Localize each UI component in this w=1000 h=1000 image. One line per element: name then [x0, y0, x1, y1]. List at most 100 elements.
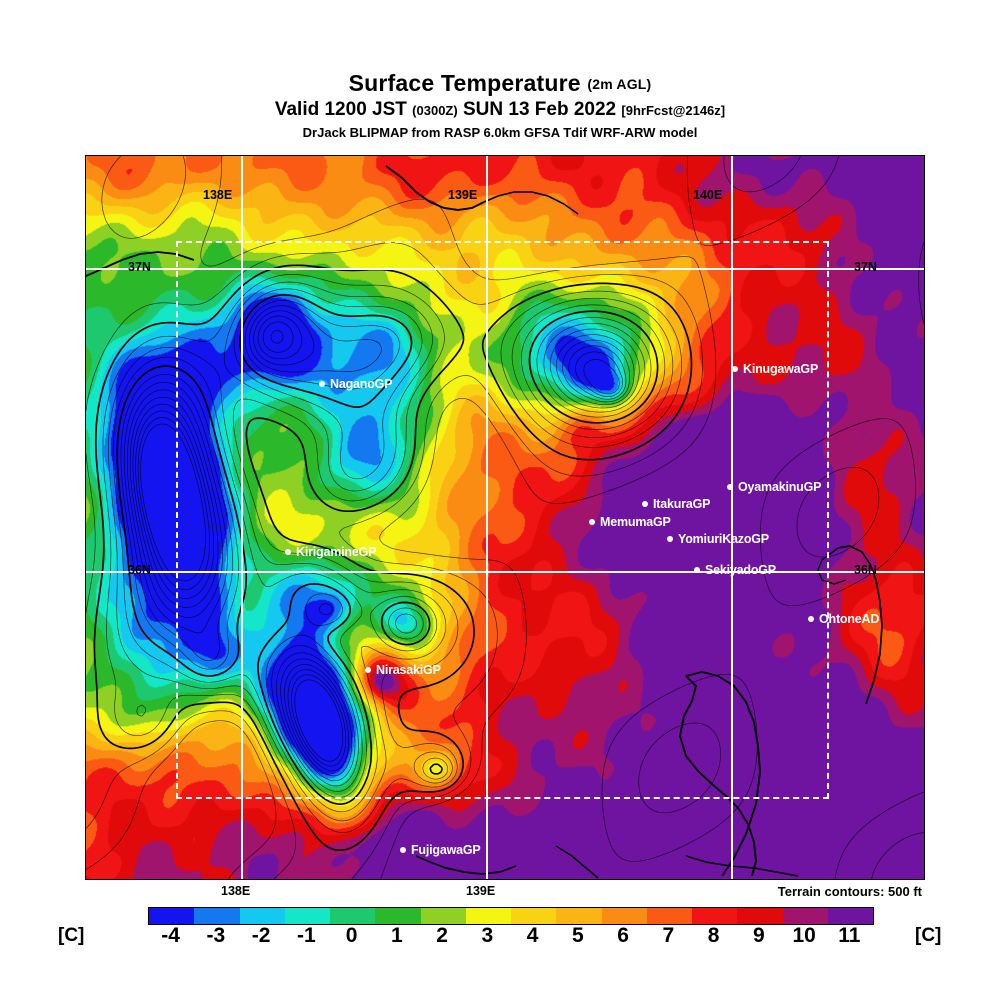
station-marker[interactable]: NirasakiGP — [365, 663, 441, 677]
coastline — [415, 855, 517, 875]
terrain-contour — [86, 156, 924, 879]
colorbar-unit-right: [C] — [915, 925, 942, 946]
terrain-contour — [102, 274, 682, 833]
model-domain-box — [176, 241, 829, 799]
colorbar-segment — [194, 908, 240, 924]
colorbar-tick: 0 — [345, 924, 358, 947]
station-marker[interactable]: OyamakinuGP — [727, 480, 821, 494]
terrain-contour — [126, 310, 640, 787]
colorbar-segment — [601, 908, 647, 924]
terrain-contour — [116, 294, 659, 805]
colorbar-tick: 5 — [572, 924, 584, 947]
station-label: SekiyadoGP — [705, 563, 776, 577]
station-dot-icon — [589, 519, 595, 525]
latitude-label-right: 36N — [854, 563, 877, 577]
valid-date: SUN 13 Feb 2022 — [462, 99, 617, 120]
station-marker[interactable]: OhtoneAD — [808, 612, 879, 626]
station-marker[interactable]: FujigawaGP — [400, 843, 481, 857]
colorbar-tick: 4 — [526, 924, 539, 947]
station-dot-icon — [365, 667, 371, 673]
colorbar-gradient — [148, 907, 874, 925]
latitude-label-left: 37N — [128, 260, 151, 274]
valid-time-utc: (0300Z) — [412, 103, 458, 118]
station-dot-icon — [319, 381, 325, 387]
station-label: KinugawaGP — [743, 362, 819, 376]
colorbar-tick: -4 — [161, 924, 180, 947]
terrain-contour-note: Terrain contours: 500 ft — [777, 884, 922, 899]
colorbar-segment — [646, 908, 692, 924]
station-label: NaganoGP — [330, 377, 393, 391]
meridian-line — [241, 156, 243, 879]
coastline — [679, 675, 757, 877]
station-dot-icon — [400, 847, 406, 853]
station-marker[interactable]: YomiuriKazoGP — [667, 532, 769, 546]
terrain-contour — [123, 305, 646, 792]
station-marker[interactable]: SekiyadoGP — [694, 563, 776, 577]
station-dot-icon — [285, 549, 291, 555]
station-dot-icon — [808, 616, 814, 622]
station-label: NirasakiGP — [376, 663, 441, 677]
colorbar-segment — [556, 908, 602, 924]
station-label: OhtoneAD — [819, 612, 880, 626]
station-dot-icon — [667, 536, 673, 542]
colorbar-segment — [284, 908, 330, 924]
colorbar-tick-labels: -4 -3 -2 -1 0 1 2 3 4 5 6 7 8 9 10 11 — [0, 924, 1000, 950]
chart-title-main: Surface Temperature — [348, 70, 581, 96]
colorbar-segment — [149, 908, 195, 924]
coastline — [817, 553, 847, 585]
colorbar-tick: -1 — [297, 924, 316, 947]
title-block: Surface Temperature (2m AGL) Valid 1200 … — [0, 70, 1000, 142]
station-marker[interactable]: KinugawaGP — [732, 362, 818, 376]
latitude-label-right: 37N — [854, 260, 877, 274]
colorbar-tick: 10 — [792, 924, 816, 947]
station-label: ItakuraGP — [653, 497, 711, 511]
station-marker[interactable]: MemumaGP — [589, 515, 671, 529]
chart-title: Surface Temperature (2m AGL) — [0, 70, 1000, 97]
temperature-map[interactable]: 138E 139E 140E 37N 37N 36N 36N NaganoGP Kinugaw… — [85, 155, 925, 880]
forecast-tag: [9hrFcst@2146z] — [621, 103, 726, 118]
meridian-line — [731, 156, 733, 879]
terrain-contour — [132, 321, 630, 777]
station-label: KirigamineGP — [296, 545, 377, 559]
terrain-contour — [86, 156, 924, 879]
station-label: OyamakinuGP — [738, 480, 822, 494]
colorbar-tick: -3 — [206, 924, 226, 947]
model-source-line: DrJack BLIPMAP from RASP 6.0km GFSA Tdif… — [302, 125, 698, 140]
terrain-contour — [120, 300, 652, 798]
terrain-contour — [129, 315, 635, 782]
longitude-label-top: 140E — [693, 188, 723, 202]
terrain-contour — [135, 330, 627, 772]
longitude-label-top: 138E — [203, 188, 233, 202]
coastline — [385, 165, 485, 211]
colorbar-segment — [420, 908, 466, 924]
colorbar-tick: 1 — [391, 924, 403, 947]
colorbar-legend: [C] [C] -4 -3 -2 -1 0 1 2 3 4 5 6 7 8 9 10 11 — [0, 903, 1000, 949]
colorbar-tick: 3 — [481, 924, 494, 947]
station-marker[interactable]: NaganoGP — [319, 377, 393, 391]
station-marker[interactable]: KirigamineGP — [285, 545, 376, 559]
latitude-label-left: 36N — [128, 563, 151, 577]
colorbar-tick: 11 — [838, 924, 861, 947]
longitude-label-bottom: 138E — [221, 884, 251, 898]
terrain-contour — [140, 359, 620, 762]
colorbar-tick: -2 — [251, 924, 271, 947]
longitude-label-bottom: 139E — [466, 884, 496, 898]
colorbar-tick: 2 — [436, 924, 448, 947]
station-label: YomiuriKazoGP — [678, 532, 769, 546]
coastline — [685, 671, 761, 877]
colorbar-tick: 6 — [617, 924, 629, 947]
parallel-line — [86, 571, 924, 573]
temperature-field — [86, 156, 924, 879]
station-dot-icon — [642, 501, 648, 507]
chart-title-level: (2m AGL) — [587, 76, 652, 92]
coastline — [555, 845, 599, 879]
terrain-contour — [108, 281, 674, 822]
colorbar-unit-left: [C] — [58, 925, 85, 946]
colorbar-segment — [465, 908, 511, 924]
colorbar-segment — [737, 908, 783, 924]
station-marker[interactable]: ItakuraGP — [642, 497, 710, 511]
colorbar-segment — [692, 908, 738, 924]
longitude-label-top: 139E — [448, 188, 478, 202]
colorbar-tick: 7 — [662, 924, 675, 947]
colorbar-segment — [511, 908, 557, 924]
